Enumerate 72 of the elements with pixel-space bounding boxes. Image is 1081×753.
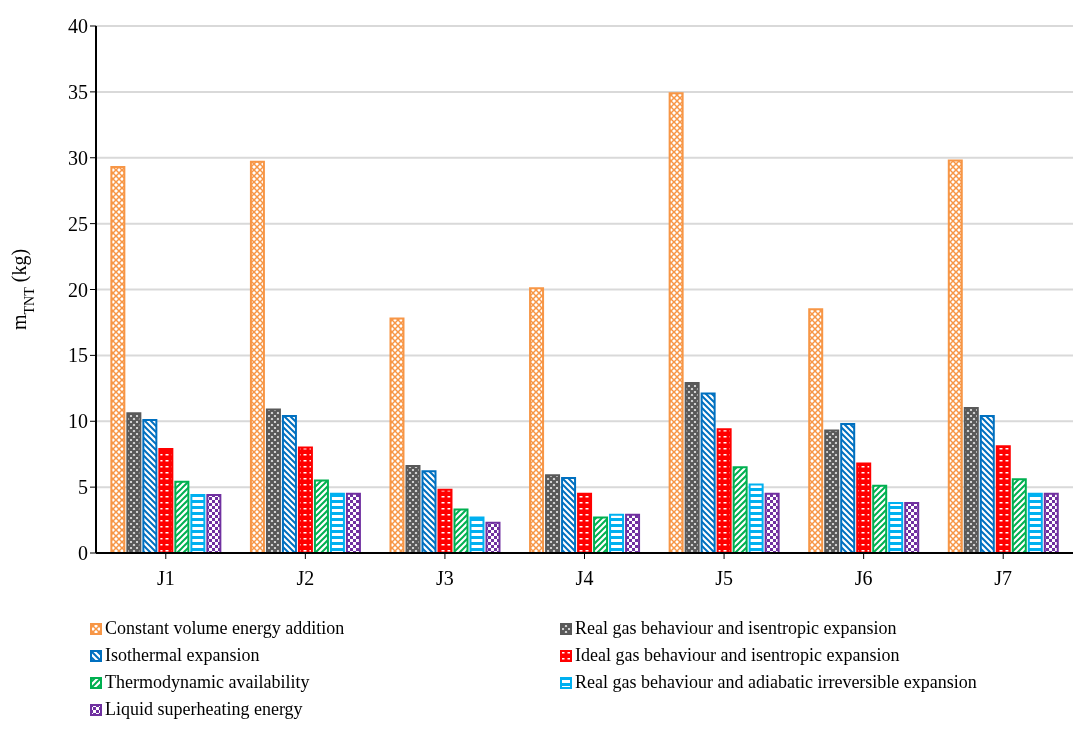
x-tick-label: J1	[156, 567, 175, 590]
bar	[206, 494, 222, 553]
bar	[142, 418, 158, 553]
bar	[856, 462, 872, 553]
bar	[174, 480, 190, 553]
bar	[1027, 492, 1043, 553]
bar	[840, 422, 856, 553]
bar	[609, 513, 625, 553]
x-tick-label: J7	[994, 567, 1013, 590]
bar	[700, 392, 716, 553]
bar	[625, 513, 641, 553]
x-tick-label: J2	[296, 567, 315, 590]
y-tick-label: 25	[68, 212, 88, 235]
legend-label: Ideal gas behaviour and isentropic expansion	[575, 645, 900, 666]
bar	[389, 317, 405, 553]
bar	[437, 488, 453, 553]
y-tick-label: 40	[68, 15, 88, 38]
bar	[979, 414, 995, 553]
bar	[297, 446, 313, 553]
y-tick-label: 30	[68, 146, 88, 169]
bar	[453, 508, 469, 553]
bar	[888, 501, 904, 553]
y-tick-label: 5	[78, 476, 88, 499]
bar	[668, 92, 684, 553]
legend-label: Isothermal expansion	[105, 645, 260, 666]
legend-label: Constant volume energy addition	[105, 618, 345, 639]
bar	[577, 492, 593, 553]
bar	[485, 521, 501, 553]
bar	[545, 474, 561, 553]
bar	[313, 479, 329, 553]
bar	[593, 516, 609, 553]
bar	[281, 414, 297, 553]
bar	[963, 407, 979, 553]
legend-label: Real gas behaviour and isentropic expansion	[575, 618, 897, 639]
x-tick-label: J6	[854, 567, 873, 590]
bar	[329, 492, 345, 553]
bar	[716, 428, 732, 553]
y-tick-label: 15	[68, 344, 88, 367]
legend-label: Real gas behaviour and adiabatic irreversible expansion	[575, 672, 977, 693]
y-tick-label: 0	[78, 542, 88, 565]
x-tick-label: J3	[436, 567, 454, 590]
bar	[158, 447, 174, 553]
legend-label: Liquid superheating energy	[105, 699, 303, 720]
x-tick-label: J4	[575, 567, 594, 590]
x-tick-label: J5	[715, 567, 733, 590]
bar	[529, 287, 545, 553]
bar	[995, 445, 1011, 553]
bar	[872, 484, 888, 553]
bar	[748, 483, 764, 553]
bar	[764, 492, 780, 553]
bar	[684, 382, 700, 553]
y-tick-label: 35	[68, 80, 88, 103]
bar	[345, 492, 361, 553]
bar	[110, 165, 126, 553]
bar	[469, 516, 485, 553]
bar	[561, 476, 577, 553]
bar	[265, 408, 281, 553]
bar	[126, 412, 142, 553]
bar	[190, 494, 206, 553]
bar	[405, 465, 421, 553]
bar	[947, 159, 963, 553]
y-tick-label: 10	[68, 410, 88, 433]
bar	[1011, 478, 1027, 553]
bar	[1043, 492, 1059, 553]
bar	[824, 429, 840, 553]
y-tick-label: 20	[68, 278, 88, 301]
bar	[249, 160, 265, 553]
bar	[904, 501, 920, 553]
bar	[421, 470, 437, 553]
legend-label: Thermodynamic availability	[105, 672, 310, 693]
bar	[808, 308, 824, 553]
bar	[732, 466, 748, 553]
